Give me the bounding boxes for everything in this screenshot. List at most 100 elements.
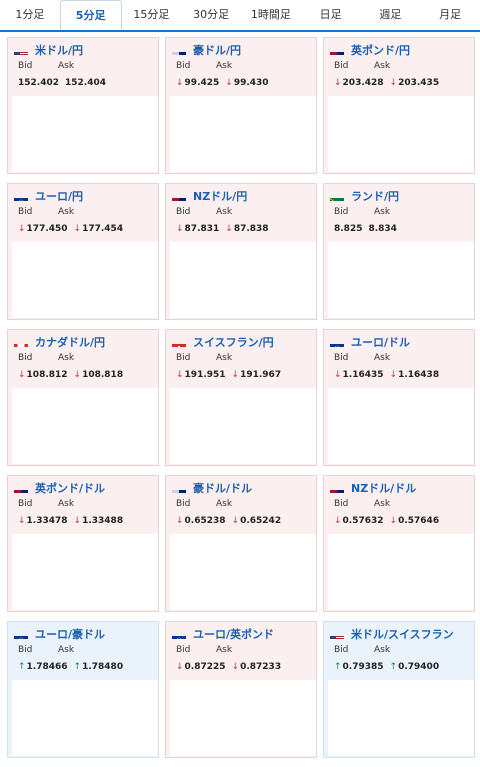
price-chart[interactable] [328, 96, 474, 172]
tab-2[interactable]: 15分足 [133, 8, 170, 21]
ca-jp-flag-icon: 109108.819:3520:3521:35 [14, 338, 28, 347]
price-chart[interactable] [170, 242, 316, 318]
price-chart[interactable] [12, 680, 158, 756]
arrow-down-icon: ↓ [18, 370, 26, 380]
currency-card[interactable]: 87.987.819:3520:3521:35NZドル/円BidAsk↓87.8… [165, 183, 317, 320]
price-chart[interactable] [12, 388, 158, 464]
arrow-up-icon: ↑ [389, 662, 398, 672]
tab-6[interactable]: 週足 [379, 8, 402, 21]
ask-value: 108.818 [82, 370, 124, 380]
card-header: 177.6177.5177.419:3520:3521:35 ユーロ/円 [14, 189, 83, 203]
arrow-down-icon: ↓ [225, 224, 233, 234]
pair-name-link[interactable]: ユーロ/豪ドル [35, 628, 106, 641]
card-header: 1.1641.16219:3520:3521:35 ユーロ/ドル [330, 335, 410, 349]
bid-ask-values: ↓99.425 ↓99.430 [176, 78, 269, 88]
ask-label: Ask [216, 353, 233, 363]
pair-name-link[interactable]: ユーロ/ドル [351, 336, 411, 349]
pair-name-link[interactable]: 英ポンド/円 [351, 44, 411, 57]
price-chart[interactable] [170, 96, 316, 172]
chart-svg [170, 388, 316, 464]
pair-name-link[interactable]: ユーロ/円 [35, 190, 84, 203]
price-chart[interactable] [328, 388, 474, 464]
price-chart[interactable] [170, 534, 316, 610]
pair-name-link[interactable]: ランド/円 [351, 190, 400, 203]
price-chart[interactable] [170, 680, 316, 756]
arrow-down-icon: ↓ [389, 78, 398, 88]
ask-value: 0.79400 [398, 662, 440, 672]
bid-value: 1.78466 [26, 662, 68, 672]
arrow-down-icon: ↓ [231, 516, 240, 526]
currency-card[interactable]: 153152.8152.6152.419:3520:3521:35米ドル/円Bi… [7, 37, 159, 174]
price-chart[interactable] [328, 242, 474, 318]
currency-card[interactable]: 0.7960.7950.79419:3520:3521:35 米ドル/スイスフラン… [323, 621, 475, 758]
tab-4[interactable]: 1時間足 [250, 8, 291, 21]
ask-value: 191.967 [240, 370, 282, 380]
chart-svg [170, 96, 316, 172]
arrow-up-icon: ↑ [18, 662, 26, 672]
pair-name-link[interactable]: 英ポンド/ドル [35, 482, 106, 495]
tab-1[interactable]: 5分足 [59, 0, 122, 30]
currency-card[interactable]: 1.7881.7861.78419:3520:3521:35ユーロ/豪ドルBid… [7, 621, 159, 758]
bid-ask-values: ↑0.79385 ↑0.79400 [334, 662, 439, 672]
price-chart[interactable] [12, 534, 158, 610]
bid-label: Bid [176, 61, 191, 71]
ask-value: 1.78480 [82, 662, 124, 672]
card-header: 1.7881.7861.78419:3520:3521:35 ユーロ/豪ドル [14, 627, 105, 641]
tab-3[interactable]: 30分足 [193, 8, 230, 21]
currency-card[interactable]: 0.6530.6520.6510.6519:3520:3521:35 豪ドル/ドル… [165, 475, 317, 612]
bid-label: Bid [176, 645, 191, 655]
currency-card[interactable]: 192191.819:3520:3521:35スイスフラン/円BidAsk↓19… [165, 329, 317, 466]
ask-value: 1.33488 [82, 516, 124, 526]
ask-value: 203.435 [398, 78, 440, 88]
pair-name-link[interactable]: 豪ドル/ドル [193, 482, 253, 495]
price-chart[interactable] [12, 242, 158, 318]
currency-card[interactable]: 1.1641.16219:3520:3521:35ユーロ/ドルBidAsk↓1.… [323, 329, 475, 466]
pair-name-link[interactable]: 米ドル/円 [35, 44, 84, 57]
tab-5[interactable]: 日足 [319, 8, 342, 21]
bid-value: 152.402 [18, 78, 59, 88]
bid-label: Bid [334, 353, 349, 363]
bid-ask-values: ↑1.78466 ↑1.78480 [18, 662, 123, 672]
arrow-down-icon: ↓ [176, 370, 184, 380]
chart-svg [170, 242, 316, 318]
pair-name-link[interactable]: ユーロ/英ポンド [193, 628, 275, 641]
tab-7[interactable]: 月足 [439, 8, 462, 21]
pair-name-link[interactable]: カナダドル/円 [35, 336, 106, 349]
currency-card[interactable]: 0.8730.8720.87119:3520:3521:35ユーロ/英ポンドBi… [165, 621, 317, 758]
ask-label: Ask [58, 499, 75, 509]
card-header: 153152.8152.6152.419:3520:3521:35 米ドル/円 [14, 43, 83, 57]
bid-ask-labels: Bid Ask [18, 353, 98, 363]
pair-name-link[interactable]: 豪ドル/円 [193, 44, 242, 57]
card-header: 0.5770.5760.5750.57419:3520:3521:35 NZドル/… [330, 481, 416, 495]
pair-name-link[interactable]: スイスフラン/円 [193, 336, 274, 349]
bid-value: 203.428 [342, 78, 384, 88]
price-chart[interactable] [328, 534, 474, 610]
currency-card[interactable]: 0.5770.5760.5750.57419:3520:3521:35 NZドル/… [323, 475, 475, 612]
bid-ask-labels: Bid Ask [334, 645, 414, 655]
ask-value: 8.834 [368, 224, 397, 234]
ask-label: Ask [58, 207, 75, 217]
price-chart[interactable] [12, 96, 158, 172]
price-chart[interactable] [170, 388, 316, 464]
bid-value: 0.57632 [342, 516, 384, 526]
tab-0[interactable]: 1分足 [15, 8, 45, 21]
pair-name-link[interactable]: NZドル/ドル [351, 482, 417, 495]
pair-name-link[interactable]: NZドル/円 [193, 190, 248, 203]
eu-au-flag-icon: 1.7881.7861.78419:3520:3521:35 [14, 630, 28, 639]
currency-card[interactable]: 1.3361.3341.3321.3319:3520:3521:35 英ポンド/ド… [7, 475, 159, 612]
bid-value: 99.425 [184, 78, 220, 88]
price-chart[interactable] [328, 680, 474, 756]
pair-name-link[interactable]: 米ドル/スイスフラン [351, 628, 454, 641]
au-us-flag-icon: 0.6530.6520.6510.6519:3520:3521:35 [172, 484, 186, 493]
arrow-down-icon: ↓ [334, 78, 342, 88]
bid-value: 0.79385 [342, 662, 384, 672]
bid-ask-values: ↓0.65238 ↓0.65242 [176, 516, 281, 526]
chart-svg [328, 242, 474, 318]
arrow-down-icon: ↓ [73, 516, 82, 526]
bid-ask-values: ↓0.57632 ↓0.57646 [334, 516, 439, 526]
